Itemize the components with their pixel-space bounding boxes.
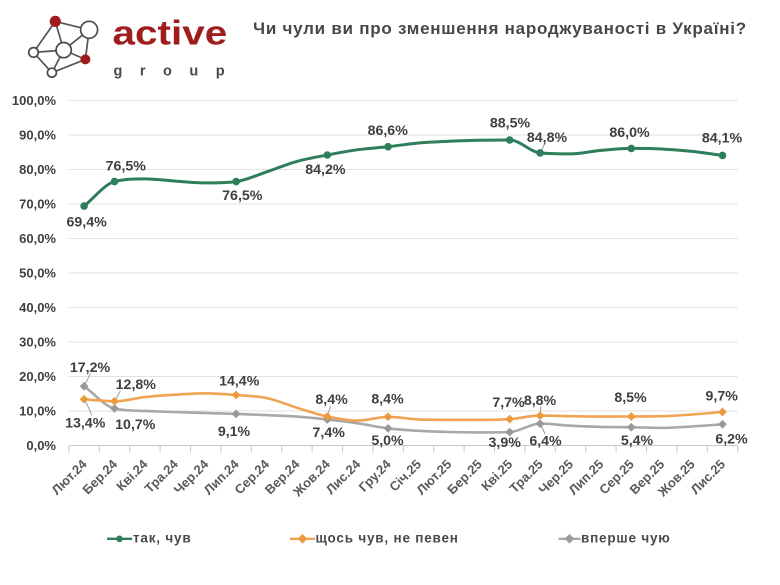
svg-text:50,0%: 50,0% [19, 265, 56, 280]
svg-text:Чи чули ви про зменшення народ: Чи чули ви про зменшення народжуваності … [253, 19, 747, 38]
svg-text:84,2%: 84,2% [305, 162, 346, 178]
svg-text:5,0%: 5,0% [371, 433, 404, 449]
svg-text:9,1%: 9,1% [218, 424, 251, 440]
svg-text:13,4%: 13,4% [65, 416, 106, 432]
svg-text:14,4%: 14,4% [219, 373, 260, 389]
svg-text:8,4%: 8,4% [371, 391, 404, 407]
svg-text:80,0%: 80,0% [19, 162, 56, 177]
svg-text:вперше чую: вперше чую [581, 531, 671, 546]
svg-text:17,2%: 17,2% [70, 360, 111, 376]
svg-text:76,5%: 76,5% [106, 159, 147, 175]
svg-text:7,4%: 7,4% [313, 425, 346, 441]
svg-text:0,0%: 0,0% [26, 438, 56, 453]
svg-text:8,4%: 8,4% [315, 392, 348, 408]
svg-text:5,4%: 5,4% [621, 433, 654, 449]
svg-text:10,0%: 10,0% [19, 403, 56, 418]
svg-text:84,1%: 84,1% [702, 131, 743, 147]
svg-text:Лис.24: Лис.24 [323, 456, 364, 497]
svg-text:group: group [114, 64, 243, 80]
svg-text:12,8%: 12,8% [116, 377, 157, 393]
svg-text:84,8%: 84,8% [527, 130, 568, 146]
svg-text:100,0%: 100,0% [12, 93, 57, 108]
svg-text:6,4%: 6,4% [529, 434, 562, 450]
svg-text:Гру.24: Гру.24 [356, 456, 395, 495]
svg-text:10,7%: 10,7% [115, 417, 156, 433]
svg-text:active: active [113, 14, 228, 52]
svg-text:Бер.25: Бер.25 [444, 457, 485, 498]
svg-text:щось чув, не певен: щось чув, не певен [316, 531, 459, 546]
svg-text:8,8%: 8,8% [524, 393, 557, 409]
svg-text:60,0%: 60,0% [19, 231, 56, 246]
svg-text:69,4%: 69,4% [66, 215, 107, 231]
svg-text:Бер.24: Бер.24 [79, 456, 120, 497]
svg-text:40,0%: 40,0% [19, 300, 56, 315]
svg-text:30,0%: 30,0% [19, 334, 56, 349]
svg-text:20,0%: 20,0% [19, 369, 56, 384]
svg-text:9,7%: 9,7% [706, 389, 739, 405]
svg-text:86,0%: 86,0% [609, 125, 650, 141]
svg-text:70,0%: 70,0% [19, 196, 56, 211]
svg-text:3,9%: 3,9% [489, 435, 522, 451]
svg-text:90,0%: 90,0% [19, 127, 56, 142]
svg-text:8,5%: 8,5% [614, 390, 647, 406]
svg-text:7,7%: 7,7% [492, 395, 525, 411]
svg-text:86,6%: 86,6% [368, 123, 409, 139]
svg-text:88,5%: 88,5% [490, 115, 531, 131]
svg-text:6,2%: 6,2% [715, 431, 748, 447]
svg-text:Лис.25: Лис.25 [688, 457, 729, 498]
svg-text:76,5%: 76,5% [222, 188, 263, 204]
svg-text:так, чув: так, чув [133, 531, 191, 546]
